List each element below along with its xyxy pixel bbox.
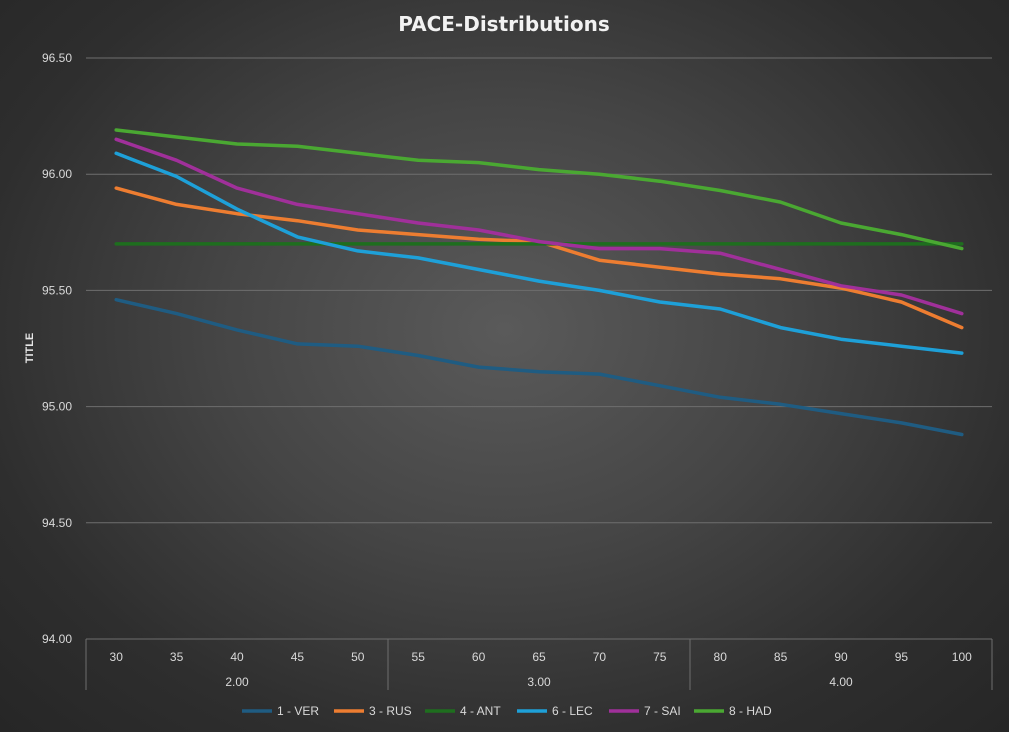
legend-label: 6 - LEC <box>552 704 593 718</box>
legend-label: 4 - ANT <box>460 704 501 718</box>
x-tick-label: 90 <box>834 650 848 664</box>
series-lines <box>114 128 964 437</box>
x-tick-label: 70 <box>593 650 607 664</box>
x-axis: 30 35 40 45 50 55 60 65 70 75 80 85 90 95 100 2.00 3.00 4… <box>85 639 993 690</box>
x-group-label: 2.00 <box>225 675 249 689</box>
x-tick-label: 85 <box>774 650 788 664</box>
x-tick-label: 95 <box>895 650 909 664</box>
legend-label: 1 - VER <box>277 704 319 718</box>
x-tick-label: 75 <box>653 650 667 664</box>
x-tick-label: 35 <box>170 650 184 664</box>
series-line-8-had <box>114 128 964 251</box>
x-tick-label: 80 <box>714 650 728 664</box>
series-line-1-ver <box>114 297 964 437</box>
x-tick-label: 60 <box>472 650 486 664</box>
legend-label: 7 - SAI <box>644 704 681 718</box>
y-tick-label: 95.50 <box>42 283 72 297</box>
series-line-7-sai <box>114 137 964 316</box>
legend-label: 8 - HAD <box>729 704 772 718</box>
x-tick-label: 40 <box>230 650 244 664</box>
y-axis-label: TITLE <box>24 333 36 364</box>
x-tick-label: 30 <box>110 650 124 664</box>
y-tick-label: 94.00 <box>42 632 72 646</box>
x-tick-label: 65 <box>532 650 546 664</box>
y-tick-label: 95.00 <box>42 400 72 414</box>
series-line-3-rus <box>114 186 964 330</box>
legend: 1 - VER 3 - RUS 4 - ANT 6 - LEC 7 - SAI 8 - H… <box>242 704 772 718</box>
legend-label: 3 - RUS <box>369 704 412 718</box>
x-tick-label: 100 <box>952 650 972 664</box>
x-tick-label: 55 <box>412 650 426 664</box>
x-tick-label: 50 <box>351 650 365 664</box>
y-tick-labels: 94.00 94.50 95.00 95.50 96.00 96.50 <box>42 51 72 646</box>
gridlines <box>86 57 992 640</box>
x-group-label: 4.00 <box>829 675 853 689</box>
x-tick-label: 45 <box>291 650 305 664</box>
chart-title: PACE-Distributions <box>398 12 609 36</box>
y-tick-label: 94.50 <box>42 516 72 530</box>
y-tick-label: 96.50 <box>42 51 72 65</box>
series-line-6-lec <box>114 151 964 355</box>
x-group-label: 3.00 <box>527 675 551 689</box>
y-tick-label: 96.00 <box>42 167 72 181</box>
